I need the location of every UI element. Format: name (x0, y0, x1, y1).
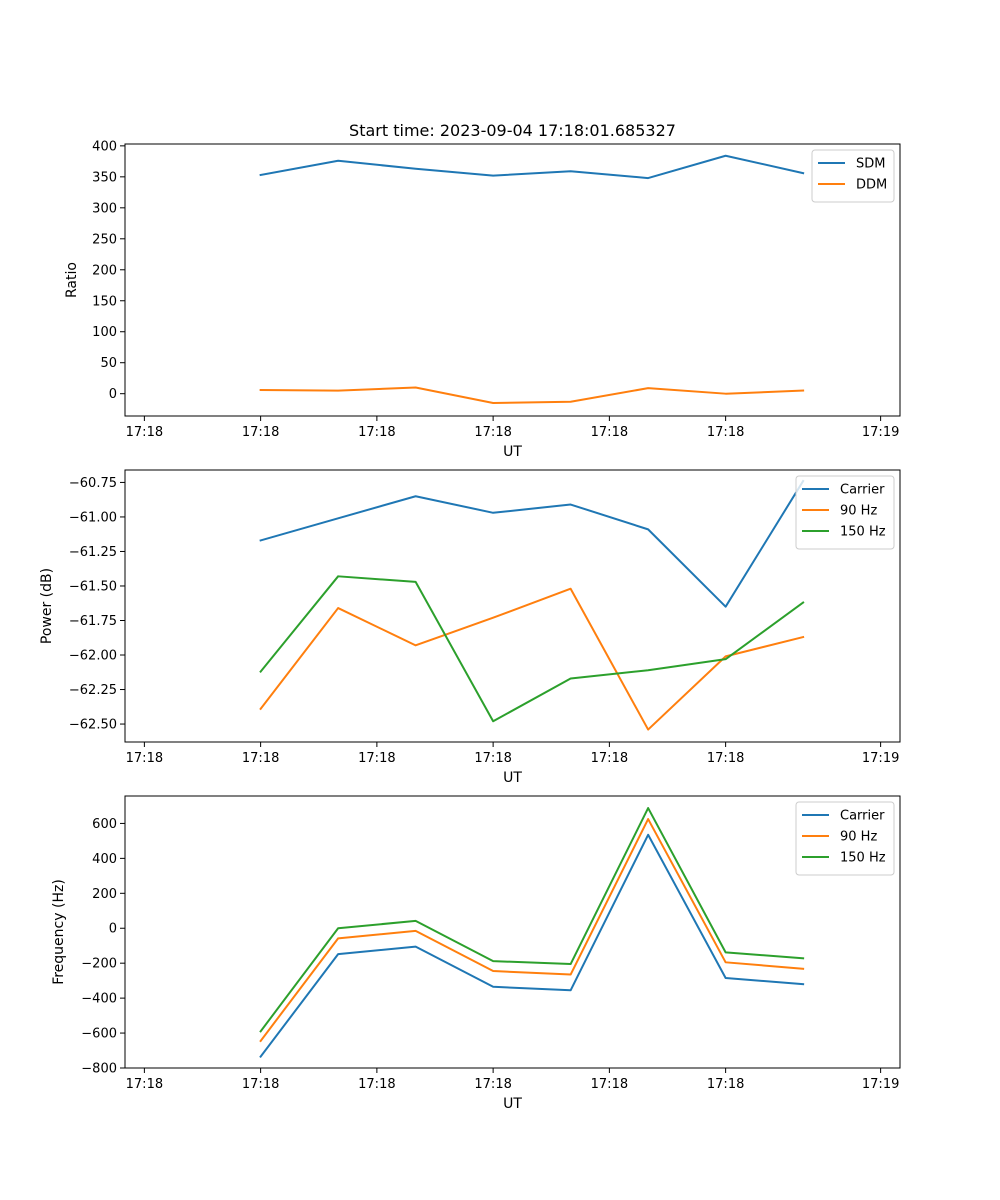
y-tick-label: −400 (81, 992, 117, 1007)
y-tick-label: −62.00 (69, 649, 117, 664)
x-tick-label: 17:19 (862, 425, 899, 440)
legend-label-ddm: DDM (856, 178, 887, 193)
y-tick-label: 350 (92, 170, 117, 185)
y-tick-label: 0 (109, 387, 117, 402)
legend-label-sdm: SDM (856, 157, 885, 172)
x-tick-label: 17:18 (707, 425, 744, 440)
legend-label-90-hz: 90 Hz (840, 504, 877, 519)
legend: Carrier 90 Hz 150 Hz (795, 475, 895, 550)
y-tick-label: 400 (92, 139, 117, 154)
series-line-90-hz (259, 818, 805, 1043)
y-axis-label: Frequency (Hz) (51, 879, 67, 985)
chart-panel-2: 17:18 17:18 17:18 17:18 17:18 17:18 17:19 −62.5… (39, 469, 901, 786)
x-axis-label: UT (503, 1096, 522, 1112)
chart-title: Start time: 2023-09-04 17:18:01.685327 (349, 121, 676, 140)
y-tick-label: 100 (92, 325, 117, 340)
x-tick-label: 17:18 (242, 751, 279, 766)
x-tick-label: 17:18 (126, 1077, 163, 1092)
x-tick-label: 17:18 (474, 1077, 511, 1092)
legend: SDM DDM (811, 149, 895, 203)
y-tick-label: −61.75 (69, 614, 117, 629)
legend-label-carrier: Carrier (840, 809, 885, 824)
x-tick-label: 17:18 (126, 425, 163, 440)
series-line-sdm (259, 154, 805, 180)
x-tick-label: 17:18 (591, 425, 628, 440)
y-tick-label: −200 (81, 957, 117, 972)
x-tick-label: 17:18 (707, 751, 744, 766)
y-tick-label: 0 (109, 922, 117, 937)
legend: Carrier 90 Hz 150 Hz (795, 801, 895, 876)
series-line-90-hz (259, 587, 805, 731)
legend-label-150-hz: 150 Hz (840, 851, 886, 866)
y-tick-label: −62.50 (69, 718, 117, 733)
axes-frame (124, 143, 901, 417)
y-tick-label: −60.75 (69, 476, 117, 491)
y-tick-label: −600 (81, 1027, 117, 1042)
y-tick-label: −62.25 (69, 683, 117, 698)
axes-frame (124, 469, 901, 743)
x-tick-label: 17:19 (862, 751, 899, 766)
y-tick-label: −61.50 (69, 579, 117, 594)
y-tick-label: 400 (92, 852, 117, 867)
y-tick-label: −61.25 (69, 545, 117, 560)
chart-panel-1: 17:18 17:18 17:18 17:18 17:18 17:18 17:19 0 50 10… (64, 139, 901, 460)
x-tick-label: 17:18 (591, 1077, 628, 1092)
x-tick-label: 17:18 (242, 1077, 279, 1092)
legend-label-150-hz: 150 Hz (840, 525, 886, 540)
x-tick-label: 17:18 (358, 751, 395, 766)
series-line-carrier (259, 479, 805, 608)
x-tick-label: 17:19 (862, 1077, 899, 1092)
x-tick-label: 17:18 (591, 751, 628, 766)
x-tick-label: 17:18 (242, 425, 279, 440)
y-tick-label: 50 (100, 356, 117, 371)
x-tick-label: 17:18 (126, 751, 163, 766)
series-line-carrier (259, 833, 805, 1059)
x-tick-label: 17:18 (358, 425, 395, 440)
series-line-150-hz (259, 807, 805, 1033)
y-tick-label: 250 (92, 232, 117, 247)
x-tick-label: 17:18 (474, 425, 511, 440)
series-line-ddm (259, 386, 805, 404)
y-axis-label: Power (dB) (39, 568, 55, 644)
x-tick-label: 17:18 (707, 1077, 744, 1092)
x-tick-label: 17:18 (358, 1077, 395, 1092)
y-tick-label: 300 (92, 201, 117, 216)
legend-label-carrier: Carrier (840, 483, 885, 498)
y-tick-label: 200 (92, 887, 117, 902)
legend-label-90-hz: 90 Hz (840, 830, 877, 845)
chart-panel-3: 17:18 17:18 17:18 17:18 17:18 17:18 17:19 −800 −… (51, 795, 901, 1112)
axes-frame (124, 795, 901, 1069)
y-tick-label: 200 (92, 263, 117, 278)
series-line-150-hz (259, 575, 805, 723)
y-tick-label: 600 (92, 817, 117, 832)
x-axis-label: UT (503, 444, 522, 460)
chart-panels: 17:18 17:18 17:18 17:18 17:18 17:18 17:19 0 50 10… (39, 139, 901, 1112)
y-axis-label: Ratio (64, 262, 80, 298)
y-tick-label: 150 (92, 294, 117, 309)
x-axis-label: UT (503, 770, 522, 786)
y-tick-label: −61.00 (69, 510, 117, 525)
x-tick-label: 17:18 (474, 751, 511, 766)
y-tick-label: −800 (81, 1062, 117, 1077)
